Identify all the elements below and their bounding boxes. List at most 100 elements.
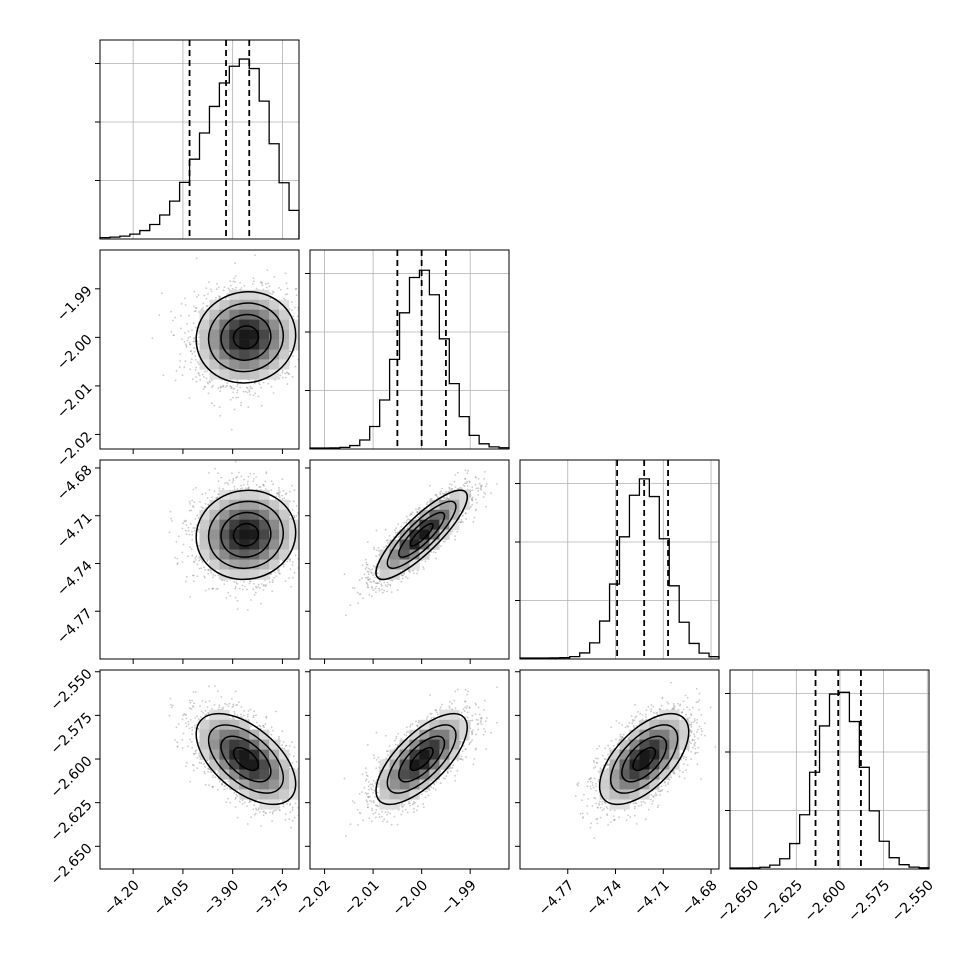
sample-point <box>181 374 184 377</box>
sample-point <box>192 322 195 325</box>
sample-point <box>290 301 293 304</box>
density-cell <box>199 329 210 340</box>
sample-point <box>194 355 197 357</box>
sample-point <box>203 294 206 297</box>
sample-point <box>204 503 207 505</box>
sample-point <box>265 584 267 587</box>
sample-point <box>203 385 206 388</box>
density-cell <box>229 319 240 330</box>
sample-point <box>303 324 305 326</box>
sample-point <box>286 293 289 295</box>
sample-point <box>201 493 204 496</box>
sample-point <box>206 497 209 499</box>
sample-point <box>201 561 204 563</box>
sample-point <box>252 588 255 591</box>
sample-point <box>182 522 185 525</box>
density-cell <box>199 349 210 360</box>
density-cell <box>249 289 260 301</box>
density-cell <box>219 339 230 350</box>
contour-level <box>207 302 284 373</box>
sample-point <box>176 563 179 565</box>
sample-point <box>180 303 183 305</box>
sample-point <box>313 548 315 550</box>
sample-point <box>273 577 275 579</box>
sample-point <box>219 386 222 389</box>
sample-point <box>281 371 284 374</box>
sample-point <box>181 338 183 341</box>
density-cell <box>249 369 260 380</box>
sample-point <box>192 505 194 507</box>
sample-point <box>278 487 280 489</box>
density-cell <box>229 359 240 370</box>
sample-point <box>184 304 187 306</box>
sample-point <box>257 583 260 586</box>
sample-point <box>226 384 228 387</box>
sample-point <box>158 314 161 316</box>
sample-point <box>291 561 294 564</box>
sample-point <box>278 569 281 572</box>
sample-point <box>236 391 239 394</box>
sample-point <box>234 460 237 463</box>
sample-point <box>204 589 207 592</box>
sample-point <box>327 356 329 358</box>
sample-point <box>195 380 198 383</box>
sample-point <box>283 297 285 300</box>
sample-point <box>252 277 255 280</box>
density-cell <box>259 309 270 320</box>
sample-point <box>241 487 243 490</box>
sample-point <box>260 583 263 585</box>
sample-point <box>301 343 303 345</box>
sample-point <box>162 374 165 377</box>
density-cell <box>229 349 240 360</box>
sample-point <box>300 311 302 313</box>
sample-point <box>296 315 299 318</box>
sample-point <box>243 581 245 583</box>
sample-point <box>277 491 280 494</box>
sample-point <box>216 496 219 498</box>
sample-point <box>242 390 245 393</box>
sample-point <box>182 543 185 546</box>
sample-point <box>255 587 258 589</box>
sample-point <box>282 565 285 568</box>
sample-point <box>206 381 209 384</box>
sample-point <box>306 314 308 316</box>
sample-point <box>197 544 200 547</box>
sample-point <box>230 386 233 389</box>
sample-point <box>185 580 187 583</box>
sample-point <box>192 506 195 508</box>
sample-point <box>210 379 213 382</box>
sample-point <box>229 385 232 388</box>
sample-point <box>352 549 354 551</box>
sample-point <box>291 576 294 579</box>
sample-point <box>222 289 225 292</box>
sample-point <box>185 524 188 526</box>
sample-point <box>268 285 271 288</box>
sample-point <box>252 478 255 480</box>
sample-point <box>186 339 189 342</box>
sample-point <box>196 514 199 517</box>
sample-point <box>229 280 232 283</box>
sample-point <box>316 339 318 341</box>
sample-point <box>232 280 235 283</box>
sample-point <box>193 350 196 353</box>
sample-point <box>301 392 303 394</box>
sample-point <box>185 346 188 348</box>
sample-point <box>281 369 284 372</box>
sample-point <box>197 343 200 345</box>
sample-point <box>260 386 262 389</box>
sample-point <box>285 282 288 285</box>
sample-point <box>289 350 292 353</box>
sample-point <box>235 581 238 584</box>
sample-point <box>249 580 252 583</box>
sample-point <box>237 383 239 386</box>
sample-point <box>236 583 239 585</box>
sample-point <box>259 486 262 488</box>
sample-point <box>313 533 315 535</box>
sample-point <box>236 488 239 490</box>
density-cell <box>249 359 260 370</box>
sample-point <box>220 476 223 479</box>
sample-point <box>289 490 291 493</box>
sample-point <box>215 497 218 500</box>
sample-point <box>248 390 251 393</box>
sample-point <box>217 286 220 289</box>
